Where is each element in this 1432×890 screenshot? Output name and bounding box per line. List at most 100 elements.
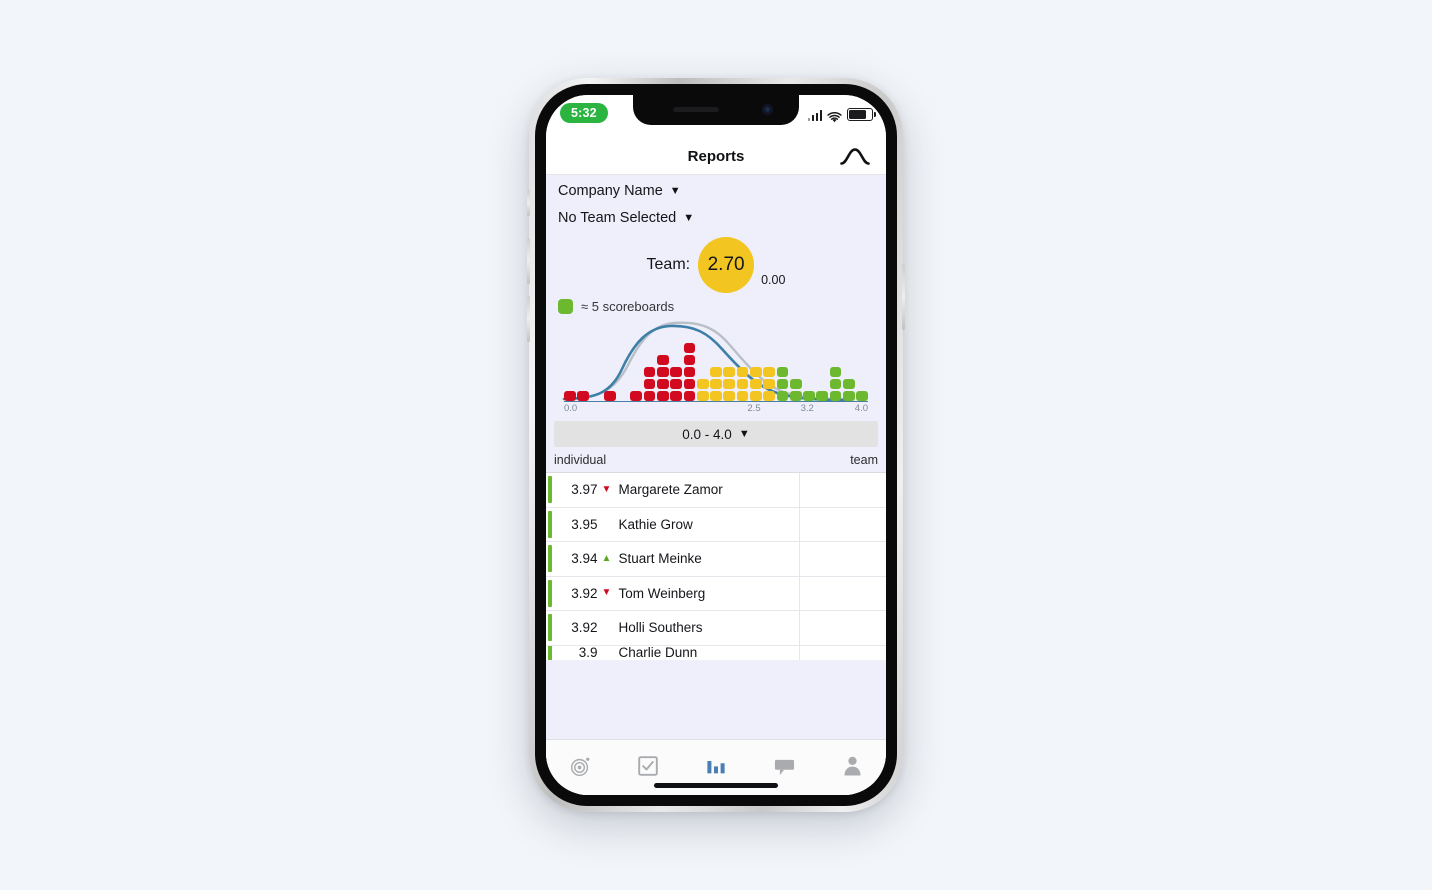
histogram-column [736,366,749,401]
page-title: Reports [687,148,745,165]
checkbox-tasks-icon [638,756,658,776]
histogram-cell [803,390,815,401]
silent-switch[interactable] [527,190,530,216]
histogram-column [856,390,868,401]
tab-profile[interactable] [818,740,886,783]
score-range-label: 0.0 - 4.0 [682,426,732,442]
individual-scores-list: 3.97 ▼ Margarete Zamor 3.95 Kathie Grow 3.94 ▲… [546,472,886,660]
histogram-cell [643,390,656,401]
company-filter-label: Company Name [558,183,663,199]
histogram-cell [643,366,656,378]
histogram-column [603,390,616,401]
person-profile-icon [843,756,861,776]
histogram-cell [656,378,669,390]
device-notch [633,95,799,125]
axis-tick-label: 2.5 [747,403,761,414]
histogram-cell [683,366,696,378]
histogram-cell [683,343,696,354]
histogram-column [829,366,842,401]
team-filter-label: No Team Selected [558,210,677,226]
histogram-cell [736,378,749,390]
histogram-cell [723,366,736,378]
front-camera [762,104,773,115]
histogram-cell [816,390,829,401]
table-row[interactable]: 3.9 Charlie Dunn [546,645,886,660]
histogram-cell [564,390,576,401]
histogram-cell [736,390,749,401]
tab-goals[interactable] [546,740,614,783]
histogram-cell [776,366,789,378]
row-score-indicator [548,645,552,660]
tab-feedback[interactable] [750,740,818,783]
row-column-divider [799,507,800,541]
histogram-column [749,366,762,401]
axis-tick-label: 0.0 [564,403,578,414]
histogram-cell [829,378,842,390]
histogram-column [630,390,643,401]
row-score: 3.94 [571,551,598,567]
volume-down-button[interactable] [527,296,530,342]
histogram-column [816,390,829,401]
tab-tasks[interactable] [614,740,682,783]
phone-bezel: 5:32 Reports [535,84,897,806]
home-indicator[interactable] [654,783,778,788]
chevron-down-icon: ▼ [738,427,750,440]
histogram-column [696,378,709,401]
table-row[interactable]: 3.92 Holli Southers [546,611,886,646]
legend-label: ≈ 5 scoreboards [581,299,675,314]
power-button[interactable] [902,264,905,330]
row-score: 3.95 [571,516,598,532]
histogram-cell [856,390,868,401]
histogram-cell [630,390,643,401]
histogram-cell [710,366,722,378]
phone-device-frame: 5:32 Reports [527,78,905,812]
histogram-cell [736,366,749,378]
reports-content: Company Name ▼ No Team Selected ▼ Team: … [546,175,886,795]
tab-reports[interactable] [682,740,750,783]
status-indicators [807,107,876,123]
table-row[interactable]: 3.92 ▼ Tom Weinberg [546,576,886,611]
row-score-indicator [548,545,552,573]
team-score-summary: Team: 2.70 0.00 [546,237,886,293]
trend-down-icon: ▼ [601,587,612,599]
table-row[interactable]: 3.94 ▲ Stuart Meinke [546,542,886,577]
volume-up-button[interactable] [527,238,530,284]
row-person-name: Tom Weinberg [618,585,706,601]
histogram-column [803,390,815,401]
histogram-cell [723,378,736,390]
chevron-down-icon: ▼ [669,184,681,197]
row-score-indicator [548,579,552,607]
row-score: 3.92 [571,585,598,601]
axis-tick-label: 3.2 [800,403,814,414]
company-filter[interactable]: Company Name ▼ [558,183,681,199]
row-column-divider [799,473,800,507]
status-time-pill: 5:32 [560,103,608,123]
histogram-cell [670,366,683,378]
battery-icon [847,107,876,121]
histogram-axis [564,400,868,402]
row-score-indicator [548,476,552,504]
table-row[interactable]: 3.95 Kathie Grow [546,507,886,542]
histogram-cell [789,378,802,390]
histogram-column [670,366,683,401]
bell-curve-icon[interactable] [834,141,876,171]
row-person-name: Holli Southers [618,620,703,636]
table-row[interactable]: 3.97 ▼ Margarete Zamor [546,473,886,508]
score-range-selector[interactable]: 0.0 - 4.0 ▼ [554,421,878,447]
row-column-divider [799,645,800,660]
histogram-cell [763,390,775,401]
histogram-cell [723,390,736,401]
histogram-column [577,390,590,401]
histogram-cell [749,366,762,378]
histogram-cell [829,366,842,378]
histogram-cell [749,390,762,401]
trend-up-icon: ▲ [601,552,612,564]
row-score-indicator [548,614,552,642]
team-filter[interactable]: No Team Selected ▼ [558,210,694,226]
histogram-column [710,366,722,401]
histogram-column [656,354,669,401]
earpiece-speaker [673,107,719,112]
histogram-cell [776,390,789,401]
row-column-divider [799,542,800,576]
phone-screen: 5:32 Reports [546,95,886,795]
